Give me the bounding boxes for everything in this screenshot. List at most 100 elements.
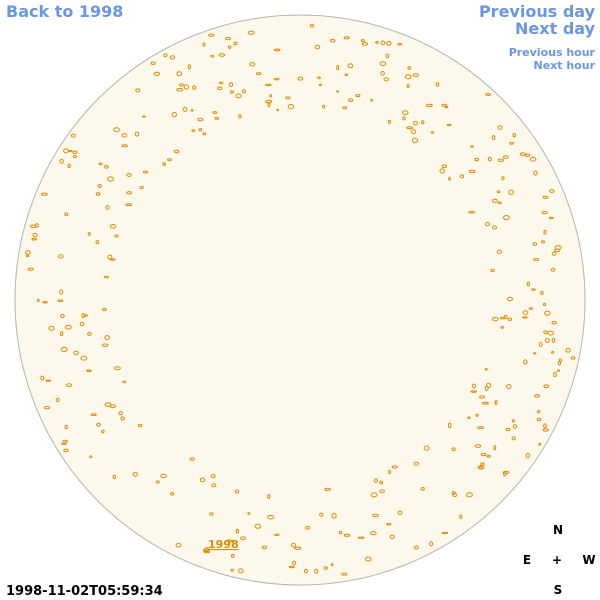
contour [383, 77, 389, 82]
contour [30, 224, 37, 229]
contour [540, 291, 544, 295]
contour [214, 116, 220, 120]
contour [553, 371, 557, 377]
contour [525, 452, 531, 459]
back-link[interactable]: Back to 1998 [6, 2, 123, 21]
contour [59, 289, 64, 295]
contour [511, 419, 515, 423]
contour [175, 543, 182, 548]
contour [343, 36, 350, 40]
contour [492, 225, 497, 230]
contour [347, 63, 354, 69]
contour [210, 55, 215, 58]
contour [480, 452, 487, 457]
contour [80, 355, 88, 361]
contour [533, 258, 540, 261]
contour [86, 369, 92, 373]
contour [290, 543, 297, 548]
contour [57, 299, 64, 303]
contour [235, 93, 242, 99]
contour [492, 317, 499, 322]
contour [285, 96, 291, 100]
contour [274, 533, 280, 536]
contour [444, 106, 449, 109]
contour [139, 185, 144, 190]
contour [156, 480, 160, 484]
contour [41, 192, 48, 196]
contour [470, 145, 474, 148]
disk-label-link[interactable]: 1998 [208, 538, 239, 551]
contour [318, 83, 322, 87]
timestamp: 1998-11-02T05:59:34 [6, 584, 163, 599]
contour [83, 314, 88, 317]
next-hour-link[interactable]: Next hour [534, 59, 596, 72]
contour [58, 254, 64, 259]
contour [570, 356, 576, 360]
next-day-link[interactable]: Next day [515, 19, 596, 38]
contour [234, 489, 240, 494]
contour [150, 61, 156, 65]
contour [191, 129, 196, 133]
contour [247, 30, 255, 35]
contour [114, 234, 119, 238]
contour [63, 148, 69, 154]
contour [208, 33, 215, 37]
contour [474, 444, 482, 448]
contour [265, 99, 273, 104]
contour [486, 382, 492, 388]
contour [430, 131, 435, 134]
contour [109, 258, 116, 261]
contour [492, 198, 498, 203]
contour [548, 216, 554, 220]
contour [73, 155, 77, 159]
contour [380, 40, 386, 46]
contour [534, 394, 540, 398]
contour [528, 307, 534, 310]
contour [142, 170, 149, 174]
contour [551, 338, 556, 343]
contour [182, 106, 188, 112]
contour [435, 82, 440, 87]
contour [163, 53, 168, 58]
contour [187, 64, 192, 70]
contour [551, 351, 555, 354]
contour [170, 492, 175, 496]
contour [474, 157, 480, 162]
magnetic-contours [25, 23, 576, 576]
contour [502, 470, 510, 474]
contour [254, 523, 262, 529]
contour [171, 111, 178, 118]
contour [370, 98, 374, 102]
contour [402, 110, 409, 115]
contour [62, 439, 69, 443]
compass-north: N [553, 523, 563, 537]
previous-hour-link[interactable]: Previous hour [509, 46, 596, 59]
contour [411, 129, 416, 135]
contour [267, 494, 271, 499]
contour [79, 321, 85, 327]
contour [331, 513, 337, 519]
contour [183, 84, 190, 90]
solar-disk [14, 14, 586, 586]
previous-day-link[interactable]: Previous day [479, 2, 596, 21]
contour [370, 492, 378, 498]
contour [543, 384, 550, 389]
contour [190, 109, 194, 112]
contour [447, 422, 452, 429]
contour [357, 536, 365, 539]
contour [314, 568, 319, 574]
contour [379, 480, 384, 485]
contour [68, 150, 73, 153]
contour [544, 338, 550, 343]
contour [452, 492, 458, 498]
contour [235, 528, 239, 534]
contour [105, 205, 110, 210]
contour [344, 73, 349, 76]
contour [565, 347, 571, 353]
contour [531, 288, 536, 291]
contour [225, 37, 232, 41]
contour [379, 61, 387, 66]
contour [380, 71, 385, 76]
contour [503, 215, 510, 221]
contour [65, 324, 72, 330]
